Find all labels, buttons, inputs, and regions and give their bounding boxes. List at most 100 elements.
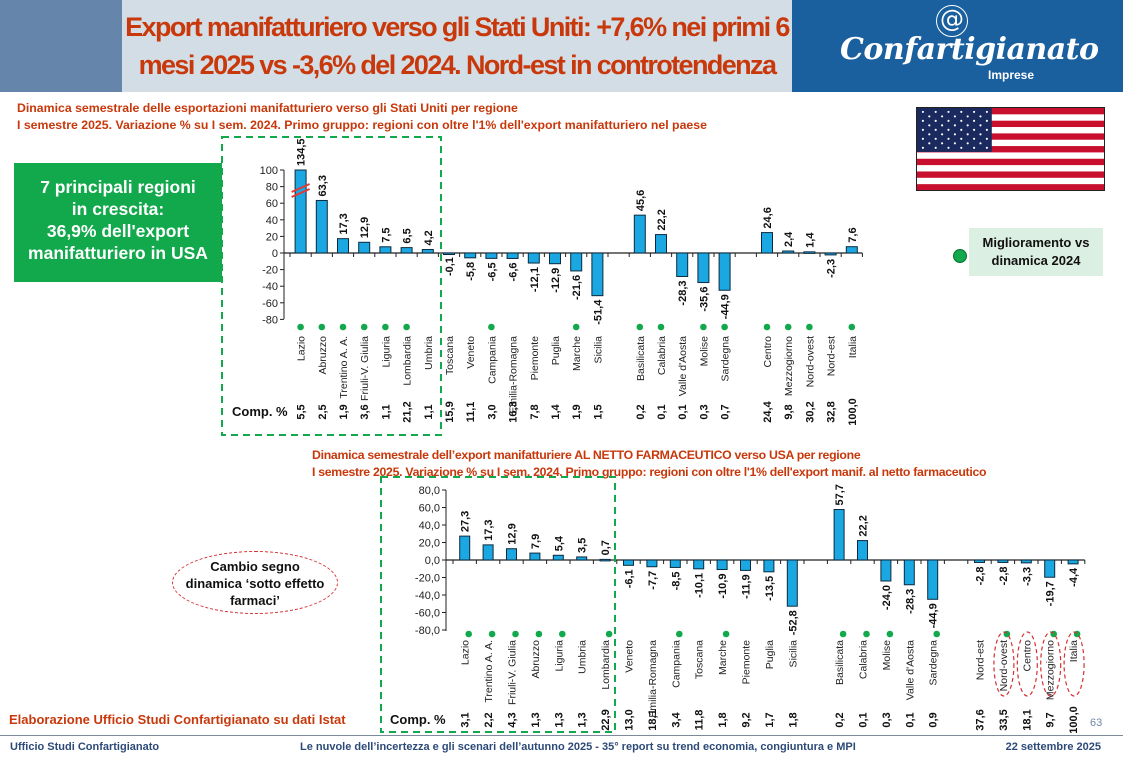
bottom-chart: 80,0 60,0 40,0 20,0 0,0 -20,0 -40,0 -60,0 -80,0 2…	[380, 476, 1086, 734]
category-label: Emilia-Romagna	[508, 336, 520, 414]
category-label: Liguria	[380, 336, 392, 368]
bar	[716, 559, 728, 571]
flag-star	[921, 137, 924, 140]
comp-pct-label: 22,9	[600, 709, 612, 730]
bar	[485, 252, 498, 259]
improvement-dot-icon	[676, 630, 683, 638]
comp-pct-label: 16,3	[508, 401, 520, 422]
bar	[824, 252, 837, 256]
callout-line: in crescita:	[71, 199, 165, 219]
page-title: Export manifatturiero verso gli Stati Un…	[122, 8, 792, 84]
flag-star	[966, 124, 969, 127]
footer-date: 22 settembre 2025	[1005, 741, 1101, 753]
flag-star	[953, 133, 956, 136]
flag-star	[934, 128, 937, 131]
value-label: -3,3	[1021, 567, 1033, 586]
footer-divider	[0, 735, 1123, 736]
flag-star	[985, 128, 988, 131]
comp-pct-header: Comp. %	[390, 712, 446, 727]
bar	[833, 509, 845, 561]
category-label: Trentino A. A.	[483, 640, 495, 703]
page-title-line-1: Export manifatturiero verso gli Stati Un…	[125, 12, 790, 42]
bar	[443, 252, 455, 255]
improvement-dot-icon	[721, 323, 728, 331]
value-label: -24,0	[881, 585, 893, 610]
bar	[527, 252, 540, 264]
bar	[669, 559, 681, 568]
flag-star	[979, 142, 982, 145]
value-label: 0,7	[600, 540, 612, 555]
bar	[857, 540, 868, 561]
comp-pct-label: 18,1	[647, 709, 659, 730]
y-tick-label: -20,0	[415, 573, 440, 585]
flag-star	[979, 124, 982, 127]
comp-pct-label: 9,7	[1045, 712, 1057, 727]
comp-pct-label: 9,2	[741, 712, 753, 727]
category-label: Trentino A. A.	[338, 336, 350, 399]
comp-pct-label: 0,2	[635, 404, 647, 419]
comp-pct-label: 15,9	[444, 401, 456, 422]
value-label: -8,5	[670, 571, 682, 590]
category-label: Piemonte	[529, 336, 541, 381]
callout-line: farmaci’	[230, 593, 280, 608]
category-label: Puglia	[764, 640, 776, 669]
comp-pct-label: 1,1	[380, 404, 392, 419]
comp-pct-label: 0,9	[928, 712, 940, 727]
improvement-dot-icon	[784, 323, 792, 331]
value-label: -6,6	[508, 262, 520, 281]
top-chart-subtitle: I semestre 2025. Variazione % su I sem. …	[17, 118, 707, 132]
comp-pct-label: 100,0	[847, 398, 859, 426]
comp-pct-label: 2,5	[317, 404, 329, 419]
value-label: -52,8	[787, 610, 799, 635]
comp-pct-label: 3,6	[359, 404, 371, 419]
comp-pct-label: 33,5	[998, 709, 1010, 730]
y-tick-label: -20	[262, 265, 278, 277]
category-label: Campania	[486, 336, 498, 384]
flag-star	[960, 128, 963, 131]
logo-wordmark: Confartigianato	[840, 32, 1099, 67]
flag-star	[985, 119, 988, 122]
category-label: Liguria	[553, 640, 565, 672]
improvement-dot-icon	[339, 323, 347, 331]
category-label: Veneto	[465, 336, 477, 369]
category-label: Italia	[1068, 640, 1080, 662]
flag-star	[953, 115, 956, 118]
flag-star	[979, 115, 982, 118]
flag-star	[947, 146, 950, 149]
value-label: -12,1	[529, 267, 541, 292]
category-label: Centro	[762, 336, 774, 368]
value-label: -28,3	[904, 589, 916, 614]
bar	[400, 247, 413, 254]
flag-star	[921, 128, 924, 131]
value-label: 134,5	[296, 138, 308, 166]
value-label: -11,9	[741, 574, 753, 598]
category-label: Molise	[881, 640, 893, 671]
y-tick-label: -40	[262, 281, 278, 293]
category-label: Sicilia	[787, 640, 799, 668]
flag-star	[985, 110, 988, 113]
category-label: Umbria	[423, 336, 435, 370]
comp-pct-label: 0,3	[698, 404, 710, 419]
value-label: 7,9	[530, 534, 542, 549]
category-label: Calabria	[656, 336, 668, 375]
flag-star	[973, 128, 976, 131]
improvement-dot-icon	[806, 323, 813, 331]
comp-pct-label: 0,1	[656, 404, 668, 419]
comp-pct-label: 0,1	[904, 712, 916, 727]
improvement-dot-icon	[886, 630, 894, 638]
bar	[697, 252, 710, 284]
bar	[464, 252, 477, 259]
improvement-dot-icon	[933, 630, 940, 638]
bar	[676, 252, 689, 277]
improvement-dot-icon	[763, 323, 771, 331]
comp-pct-label: 1,3	[577, 712, 589, 727]
comp-pct-label: 24,4	[762, 400, 774, 422]
category-label: Valle d'Aosta	[904, 640, 916, 700]
bar	[718, 252, 731, 291]
flag-star	[973, 110, 976, 113]
value-label: -21,6	[571, 275, 583, 300]
comp-pct-label: 1,8	[717, 712, 729, 727]
value-label: 1,4	[804, 232, 816, 248]
y-tick-label: -60	[262, 298, 278, 310]
improvement-dot-icon	[839, 630, 847, 638]
